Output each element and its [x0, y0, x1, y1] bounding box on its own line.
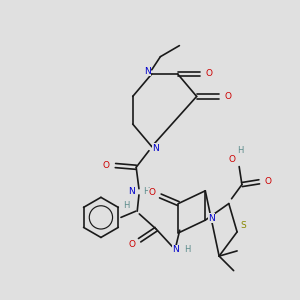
Text: H: H — [143, 187, 150, 196]
Text: O: O — [264, 177, 271, 186]
Text: S: S — [240, 221, 246, 230]
Text: O: O — [206, 70, 213, 79]
Text: N: N — [144, 67, 151, 76]
Text: O: O — [228, 155, 235, 164]
Text: N: N — [128, 187, 135, 196]
Text: O: O — [225, 92, 232, 101]
Text: H: H — [184, 245, 190, 254]
Text: N: N — [172, 245, 179, 254]
Text: O: O — [102, 161, 109, 170]
Text: O: O — [128, 240, 136, 249]
Text: N: N — [208, 214, 215, 223]
Text: N: N — [152, 144, 159, 153]
Text: H: H — [237, 146, 243, 155]
Text: O: O — [148, 188, 156, 197]
Text: H: H — [123, 202, 129, 211]
